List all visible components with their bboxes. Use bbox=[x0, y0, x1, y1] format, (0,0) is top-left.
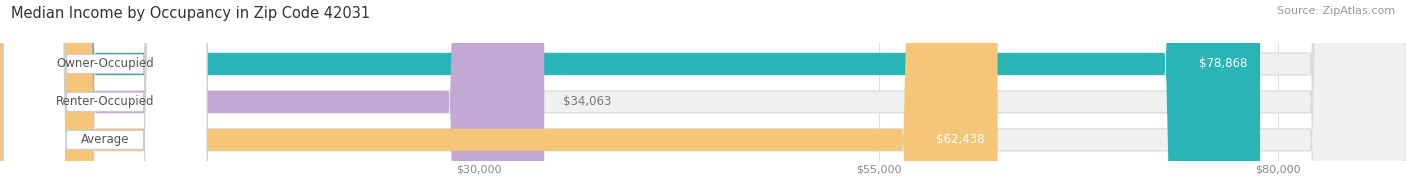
Text: $62,438: $62,438 bbox=[936, 133, 984, 146]
FancyBboxPatch shape bbox=[3, 0, 207, 196]
Text: Renter-Occupied: Renter-Occupied bbox=[56, 95, 155, 108]
FancyBboxPatch shape bbox=[3, 0, 207, 196]
Text: $78,868: $78,868 bbox=[1199, 57, 1247, 71]
FancyBboxPatch shape bbox=[0, 0, 544, 196]
FancyBboxPatch shape bbox=[0, 0, 998, 196]
Text: Median Income by Occupancy in Zip Code 42031: Median Income by Occupancy in Zip Code 4… bbox=[11, 6, 370, 21]
Text: $34,063: $34,063 bbox=[564, 95, 612, 108]
Text: Owner-Occupied: Owner-Occupied bbox=[56, 57, 155, 71]
FancyBboxPatch shape bbox=[0, 0, 1260, 196]
Text: Average: Average bbox=[82, 133, 129, 146]
Text: Source: ZipAtlas.com: Source: ZipAtlas.com bbox=[1277, 6, 1395, 16]
FancyBboxPatch shape bbox=[3, 0, 207, 196]
